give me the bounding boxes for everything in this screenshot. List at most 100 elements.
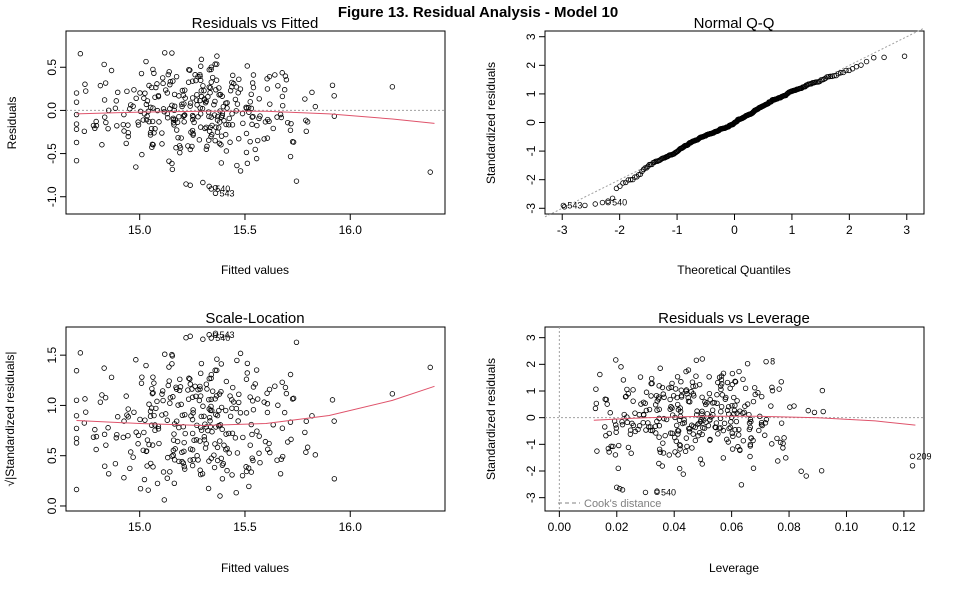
data-point (178, 401, 184, 408)
data-point (805, 407, 811, 414)
data-point (281, 87, 288, 93)
data-point (643, 407, 650, 414)
data-point (143, 101, 150, 108)
data-point (167, 395, 174, 401)
data-point (602, 424, 608, 430)
data-point (219, 476, 226, 482)
labeled-point (208, 335, 214, 341)
y-tick-label: 1 (524, 90, 538, 97)
data-point (249, 431, 255, 438)
data-point (152, 126, 158, 132)
data-point (77, 350, 84, 356)
data-point (147, 129, 154, 136)
x-tick-label: 0.00 (548, 520, 572, 534)
data-point (230, 399, 237, 405)
data-point (172, 446, 178, 452)
data-point (729, 430, 735, 437)
data-point (223, 431, 229, 437)
data-point (244, 160, 251, 167)
data-point (243, 464, 249, 470)
data-point (155, 92, 162, 99)
data-point (154, 81, 160, 87)
data-point (660, 391, 666, 397)
data-point (223, 121, 229, 128)
data-point (605, 445, 612, 452)
labeled-point (212, 190, 219, 196)
data-point (731, 394, 737, 401)
data-point (193, 97, 200, 103)
data-point (680, 471, 686, 477)
data-point (150, 374, 156, 380)
data-point (137, 108, 144, 115)
data-point (154, 398, 160, 405)
data-point (279, 93, 286, 100)
data-point (270, 125, 276, 132)
data-point (740, 376, 746, 383)
data-point (696, 381, 703, 388)
data-point (244, 360, 251, 367)
data-point (82, 396, 88, 402)
data-point (264, 401, 271, 407)
data-point (701, 417, 707, 423)
data-point (167, 81, 173, 88)
data-point (212, 137, 218, 144)
data-point (198, 427, 205, 433)
data-point (613, 429, 619, 435)
data-point (620, 180, 626, 186)
data-point (758, 421, 765, 428)
data-point (214, 444, 221, 451)
data-point (302, 96, 308, 102)
data-point (167, 469, 173, 475)
data-point (252, 381, 258, 387)
data-point (632, 174, 638, 180)
data-point (218, 404, 225, 411)
data-point (193, 437, 200, 443)
data-point (752, 391, 758, 398)
data-point (150, 105, 156, 111)
data-point (630, 387, 636, 393)
data-point (592, 405, 599, 412)
y-tick-label: 0.0 (45, 497, 59, 514)
data-point (881, 54, 887, 61)
y-tick-label: 1.5 (45, 346, 59, 363)
data-point (223, 446, 229, 453)
data-point (209, 388, 216, 394)
data-point (858, 62, 864, 68)
y-tick-label: 0.0 (45, 102, 59, 119)
data-point (822, 75, 829, 82)
data-point (290, 395, 297, 402)
data-point (774, 435, 780, 442)
data-point (247, 138, 253, 145)
y-tick-label: -3 (524, 203, 538, 214)
data-point (229, 430, 236, 436)
data-point (164, 115, 171, 121)
data-point (105, 471, 112, 477)
data-point (169, 166, 176, 173)
data-point (283, 77, 290, 83)
data-point (264, 390, 270, 396)
data-point (234, 101, 241, 107)
data-point (208, 372, 215, 378)
data-point (733, 418, 740, 425)
data-point (148, 126, 155, 132)
data-point (108, 374, 115, 381)
data-point (167, 79, 174, 85)
data-point (189, 127, 196, 134)
x-tick-label: 1 (789, 223, 796, 237)
data-point (668, 384, 674, 390)
data-point (249, 121, 255, 128)
data-point (827, 73, 834, 80)
y-tick-label: -1.0 (45, 186, 59, 207)
data-point (250, 457, 256, 464)
data-point (123, 393, 129, 399)
data-point (711, 399, 717, 406)
data-point (164, 475, 170, 481)
labeled-point (560, 202, 567, 209)
data-point (177, 149, 183, 156)
data-point (718, 383, 724, 389)
data-point (219, 112, 226, 119)
data-point (196, 137, 203, 143)
data-point (667, 430, 674, 436)
data-point (732, 427, 738, 433)
y-tick-label: 0 (524, 414, 538, 421)
